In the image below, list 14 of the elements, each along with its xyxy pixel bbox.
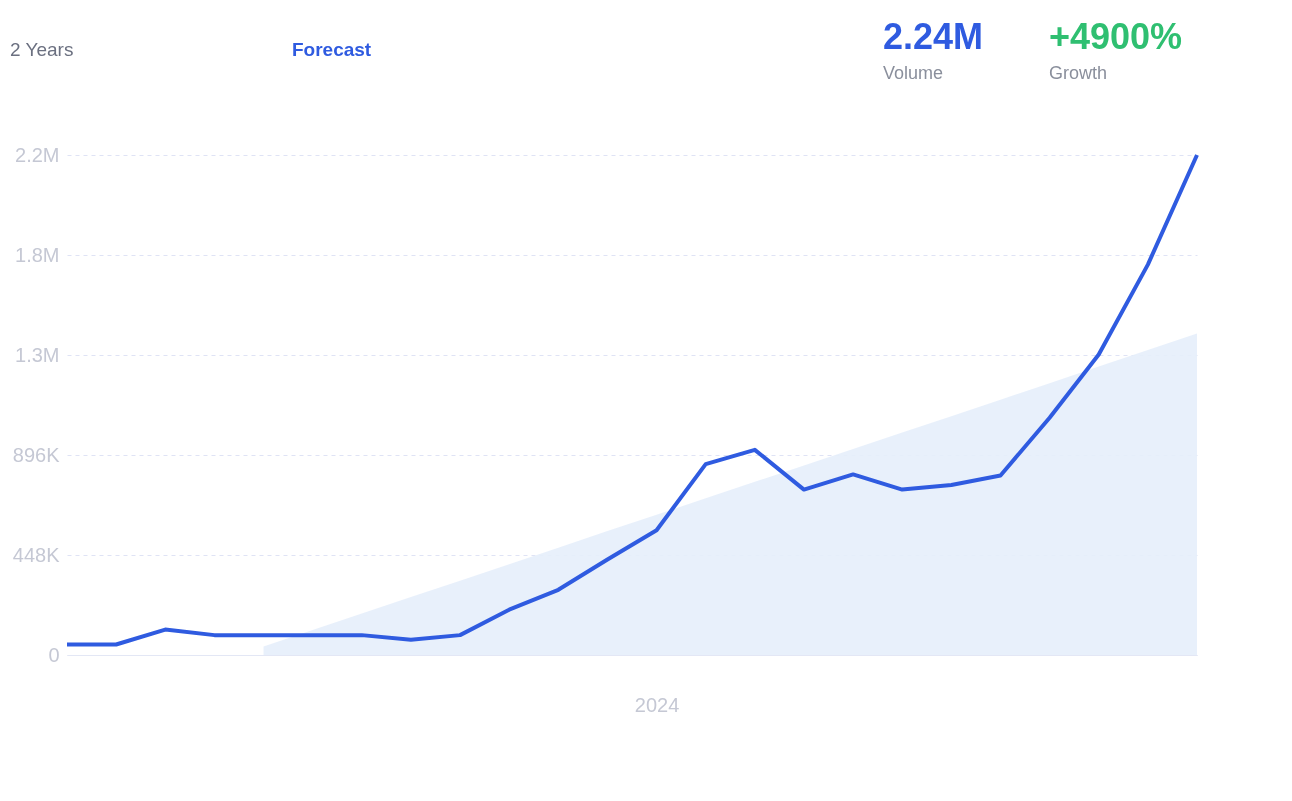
text: Growth — [1049, 63, 1108, 83]
text: 2 Years — [10, 39, 74, 60]
text: Volume — [883, 63, 944, 83]
text: +4900% — [1049, 16, 1183, 57]
y-tick-label: 2.2M — [15, 143, 60, 166]
line-series — [65, 153, 1199, 647]
y-tick-label: 448K — [12, 543, 61, 566]
x-tick-label: 2024 — [634, 693, 680, 716]
text: Forecast — [292, 39, 372, 60]
y-tick-label: 1.8M — [15, 243, 60, 266]
text: 2.24M — [883, 16, 984, 57]
y-tick-label: 0 — [48, 643, 60, 666]
y-tick-label: 896K — [12, 443, 61, 466]
y-tick-label: 1.3M — [15, 343, 60, 366]
